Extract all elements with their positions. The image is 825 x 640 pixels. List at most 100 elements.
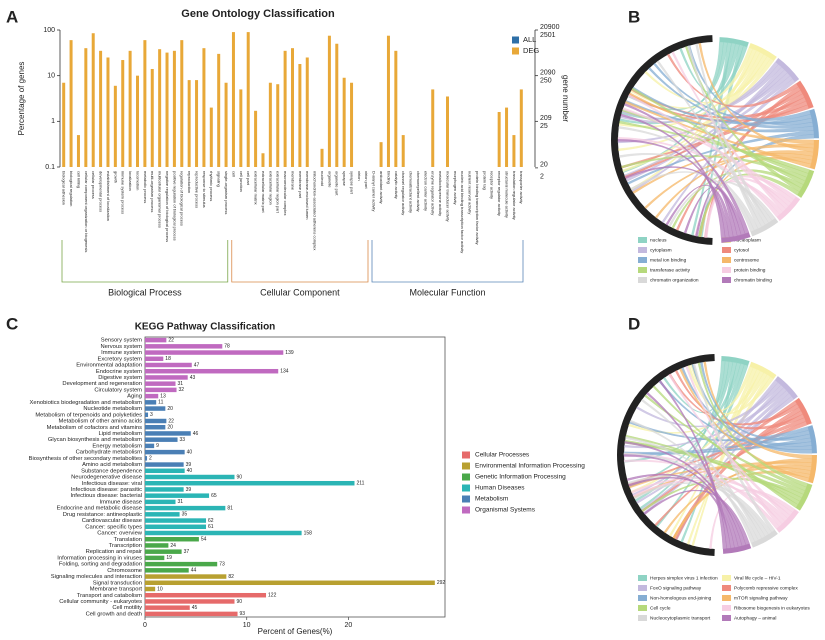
x-tick-label: multicellular organismal process: [158, 171, 163, 228]
x-tick-label: structural molecule activity: [504, 171, 509, 218]
legend-label: nucleoplasm: [734, 237, 761, 243]
x-tick-label: 0: [143, 622, 147, 629]
x-tick-label: reproduction: [187, 171, 192, 193]
chord-ribbon: [623, 459, 780, 530]
value-label: 3: [150, 412, 153, 418]
y-tick-label: Metabolism of terpenoids and polyketides: [35, 412, 142, 418]
chord-ribbon: [679, 368, 810, 483]
x-tick-label: protein tag: [482, 171, 487, 190]
bar: [106, 57, 110, 167]
y2-tick-label: 2090: [540, 70, 556, 77]
bar: [145, 393, 159, 399]
bar: [145, 555, 165, 561]
value-label: 2: [149, 456, 152, 462]
value-label: 18: [165, 356, 171, 362]
bar: [320, 148, 324, 167]
bar: [84, 48, 88, 167]
group-bracket: [231, 240, 369, 283]
bar: [519, 89, 523, 167]
y-tick-label: Development and regeneration: [62, 381, 142, 387]
legend-swatch: [512, 47, 519, 55]
legend-swatch: [638, 247, 647, 253]
bar: [165, 52, 169, 167]
bar: [268, 82, 272, 167]
y2-tick-label-deg: 2: [540, 173, 544, 180]
bar: [145, 561, 218, 567]
x-tick-label: catalytic activity: [394, 171, 399, 199]
bar: [187, 80, 191, 167]
value-label: 78: [224, 344, 230, 350]
y2-tick-label-deg: 25: [540, 123, 548, 130]
y-tick-label: Folding, sorting and degradation: [59, 562, 142, 568]
value-label: 37: [184, 549, 190, 555]
legend-label: FoxO signaling pathway: [650, 585, 702, 591]
term-sector: [794, 397, 812, 426]
y-tick-label: Metabolism of cofactors and vitamins: [47, 425, 142, 431]
x-tick-label: extracellular region part: [276, 171, 281, 214]
bar: [394, 50, 398, 167]
chord-ribbon: [619, 45, 748, 125]
x-tick-label: receptor regulator activity: [497, 171, 502, 216]
y-tick-label: Xenobiotics biodegradation and metabolis…: [30, 400, 143, 406]
bar: [145, 586, 156, 592]
value-label: 39: [186, 462, 192, 468]
x-tick-label: antioxidant activity: [379, 171, 384, 204]
legend-swatch: [722, 575, 731, 581]
bar: [386, 35, 390, 167]
group-label: Biological Process: [108, 287, 182, 297]
bar: [143, 40, 147, 168]
y-tick-label: Immune system: [101, 350, 142, 356]
term-sector: [776, 509, 799, 533]
bar: [145, 362, 192, 368]
x-tick-label: cell: [231, 171, 236, 177]
chord-ribbon: [661, 78, 796, 224]
x-tick-label: synapse part: [349, 171, 354, 195]
legend-swatch: [638, 277, 647, 283]
y2-axis-label: gene number: [561, 75, 570, 122]
bar: [145, 505, 226, 511]
x-tick-label: multi-organism process: [150, 171, 155, 212]
bar: [62, 82, 66, 167]
term-sector: [722, 543, 752, 554]
term-sector: [809, 108, 819, 139]
bar: [350, 82, 354, 167]
value-label: 139: [285, 350, 294, 356]
bar: [298, 64, 302, 167]
y-tick-label: Chromosome: [107, 568, 142, 574]
x-tick-label: establishment of localization: [106, 171, 111, 221]
y2-tick-label: 20900: [540, 24, 560, 31]
term-sector: [796, 80, 814, 109]
bar: [150, 68, 154, 167]
value-label: 39: [186, 487, 192, 493]
bar: [209, 107, 213, 167]
bar: [145, 493, 210, 498]
x-tick-label: reproductive process: [194, 171, 199, 208]
legend-label: Cellular Processes: [475, 452, 530, 459]
legend-label: Genetic Information Processing: [475, 474, 566, 481]
x-tick-label: molecular transducer activity: [445, 171, 450, 222]
value-label: 211: [356, 481, 364, 487]
bar: [231, 32, 235, 167]
group-bracket: [371, 240, 524, 283]
y-tick-label: Information processing in viruses: [57, 555, 142, 561]
y-tick-label: Amino acid metabolism: [82, 462, 142, 468]
term-sector: [808, 455, 817, 484]
legend-label: chromatin binding: [734, 277, 772, 283]
legend-label: Organismal Systems: [475, 507, 536, 514]
bar: [145, 480, 355, 486]
y-tick-label: Excretory system: [98, 356, 143, 362]
y-tick-label: Endocrine system: [96, 369, 142, 375]
legend-swatch: [462, 484, 470, 492]
y-tick-label: Environmental adaptation: [76, 363, 142, 369]
term-sector: [750, 218, 779, 237]
value-label: 20: [167, 406, 173, 412]
bar: [145, 518, 207, 523]
legend-swatch: [722, 277, 731, 283]
bar: [145, 356, 164, 362]
y-tick-label: Metabolism of other amino acids: [59, 419, 143, 425]
bar: [145, 437, 178, 442]
legend-label: mTOR signaling pathway: [734, 595, 788, 601]
x-tick-label: immune system process: [121, 171, 126, 214]
term-sector: [795, 483, 813, 511]
